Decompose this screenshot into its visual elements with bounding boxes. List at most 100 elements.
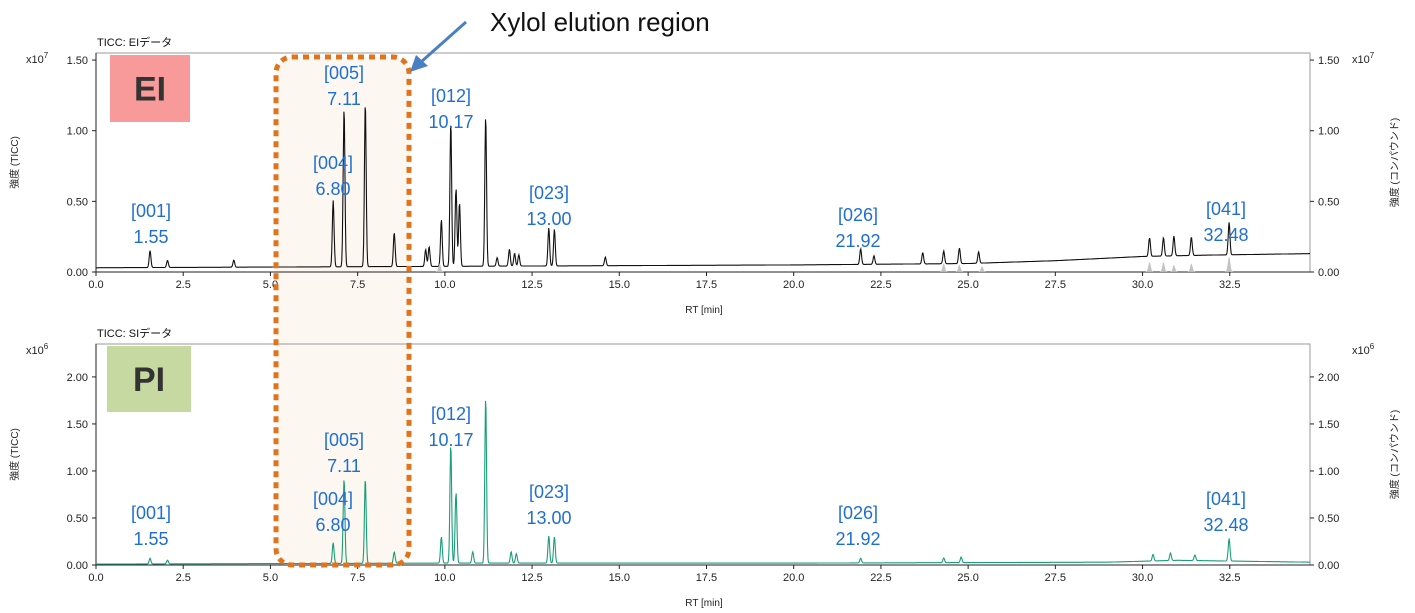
y-axis-title-left: 強度 (TICC) (8, 428, 21, 481)
x-tick-label: 5.0 (263, 572, 278, 584)
peak-retention-time: 32.48 (1203, 515, 1248, 535)
y-tick-label-left: 1.00 (67, 126, 88, 138)
x-tick-label: 25.0 (957, 572, 978, 584)
peak-retention-time: 21.92 (835, 231, 880, 251)
y-tick-label-left: 0.50 (67, 513, 88, 525)
x-tick-label: 2.5 (176, 279, 191, 291)
x-tick-label: 30.0 (1132, 279, 1153, 291)
y-tick-label-left: 1.50 (67, 55, 88, 67)
peak-compound-id: [023] (529, 183, 569, 203)
ticc-trace (96, 107, 1310, 269)
x-tick-label: 10.0 (434, 279, 455, 291)
elution-region-fill (276, 57, 409, 565)
x-tick-label: 15.0 (609, 279, 630, 291)
y-axis-title-right: 強度 (コンパウンド) (1388, 118, 1401, 207)
elution-region-border (273, 54, 412, 568)
y-tick-label-left: 2.00 (67, 372, 88, 384)
x-tick-label: 7.5 (350, 572, 365, 584)
y-tick-label-left: 0.00 (67, 560, 88, 572)
peak-retention-time: 1.55 (133, 529, 168, 549)
peak-retention-time: 13.00 (526, 209, 571, 229)
peak-compound-id: [001] (131, 503, 171, 523)
y-tick-label-left: 1.50 (67, 419, 88, 431)
x-tick-label: 0.0 (88, 572, 103, 584)
y-tick-label-right: 0.00 (1318, 560, 1339, 572)
peak-retention-time: 13.00 (526, 508, 571, 528)
x-tick-label: 20.0 (783, 572, 804, 584)
x-tick-label: 15.0 (609, 572, 630, 584)
y-axis-title-left: 強度 (TICC) (8, 136, 21, 189)
y-tick-label-left: 0.00 (67, 267, 88, 279)
pi-panel: TICC: SIデータ 0.0 2.5 5.0 7.5 10.0 12.5 15.0 17.5 2… (8, 326, 1401, 609)
panel-title: TICC: SIデータ (97, 326, 172, 340)
y-multiplier-right: x106 (1352, 342, 1375, 357)
x-tick-label: 17.5 (696, 572, 717, 584)
peak-retention-time: 7.11 (327, 456, 361, 476)
y-tick-label-right: 2.00 (1318, 372, 1339, 384)
x-tick-label: 27.5 (1045, 279, 1066, 291)
y-tick-label-right: 1.50 (1318, 55, 1339, 67)
y-tick-label-right: 1.00 (1318, 126, 1339, 138)
peak-retention-time: 10.17 (428, 430, 473, 450)
x-tick-label: 2.5 (176, 572, 191, 584)
annotation-arrow-shaft (420, 20, 467, 64)
peak-compound-id: [026] (838, 503, 878, 523)
y-tick-label-right: 0.00 (1318, 267, 1339, 279)
y-tick-label-left: 0.50 (67, 196, 88, 208)
peak-compound-id: [026] (838, 205, 878, 225)
x-tick-label: 22.5 (870, 279, 891, 291)
x-axis-title: RT [min] (685, 305, 723, 316)
peak-retention-time: 7.11 (327, 89, 361, 109)
x-tick-label: 22.5 (870, 572, 891, 584)
annotation-layer: Xylol elution region (273, 7, 710, 568)
peak-compound-id: [001] (131, 201, 171, 221)
x-tick-label: 17.5 (696, 279, 717, 291)
y-tick-label-right: 1.00 (1318, 466, 1339, 478)
elution-region-layer (276, 57, 409, 565)
peak-retention-time: 6.80 (315, 515, 350, 535)
x-tick-label: 10.0 (434, 572, 455, 584)
x-tick-label: 12.5 (521, 279, 542, 291)
x-tick-label: 7.5 (350, 279, 365, 291)
y-tick-label-right: 0.50 (1318, 196, 1339, 208)
y-multiplier-left: x107 (26, 51, 49, 66)
y-tick-label-right: 0.50 (1318, 513, 1339, 525)
x-tick-label: 25.0 (957, 279, 978, 291)
x-tick-label: 30.0 (1132, 572, 1153, 584)
peak-compound-id: [012] (431, 86, 471, 106)
peak-compound-id: [005] (324, 430, 364, 450)
peak-compound-id: [012] (431, 404, 471, 424)
x-tick-label: 32.5 (1219, 279, 1240, 291)
ionization-badge-label: PI (133, 361, 165, 399)
peak-compound-id: [041] (1206, 489, 1246, 509)
y-axis-title-right: 強度 (コンパウンド) (1388, 410, 1401, 499)
ionization-badge (107, 346, 191, 412)
y-tick-label-right: 1.50 (1318, 419, 1339, 431)
peak-retention-time: 32.48 (1203, 225, 1248, 245)
peak-retention-time: 21.92 (835, 529, 880, 549)
y-tick-label-left: 1.00 (67, 466, 88, 478)
peak-compound-id: [004] (313, 489, 353, 509)
ionization-badge-label: EI (134, 71, 166, 109)
annotation-arrow-head (410, 55, 428, 72)
peak-compound-id: [004] (313, 153, 353, 173)
peak-retention-time: 10.17 (428, 112, 473, 132)
peak-compound-id: [041] (1206, 199, 1246, 219)
x-tick-label: 27.5 (1045, 572, 1066, 584)
x-tick-label: 20.0 (783, 279, 804, 291)
x-tick-label: 0.0 (88, 279, 103, 291)
y-multiplier-left: x106 (26, 342, 49, 357)
xylol-region-annotation: Xylol elution region (490, 7, 710, 37)
peak-compound-id: [023] (529, 482, 569, 502)
x-tick-label: 12.5 (521, 572, 542, 584)
ionization-badge (110, 55, 190, 122)
panel-title: TICC: EIデータ (97, 35, 172, 49)
x-axis-title: RT [min] (685, 598, 723, 609)
peak-retention-time: 1.55 (133, 227, 168, 247)
y-multiplier-right: x107 (1352, 51, 1375, 66)
peak-compound-id: [005] (324, 63, 364, 83)
ticc-trace (96, 400, 1310, 565)
peak-retention-time: 6.80 (315, 179, 350, 199)
